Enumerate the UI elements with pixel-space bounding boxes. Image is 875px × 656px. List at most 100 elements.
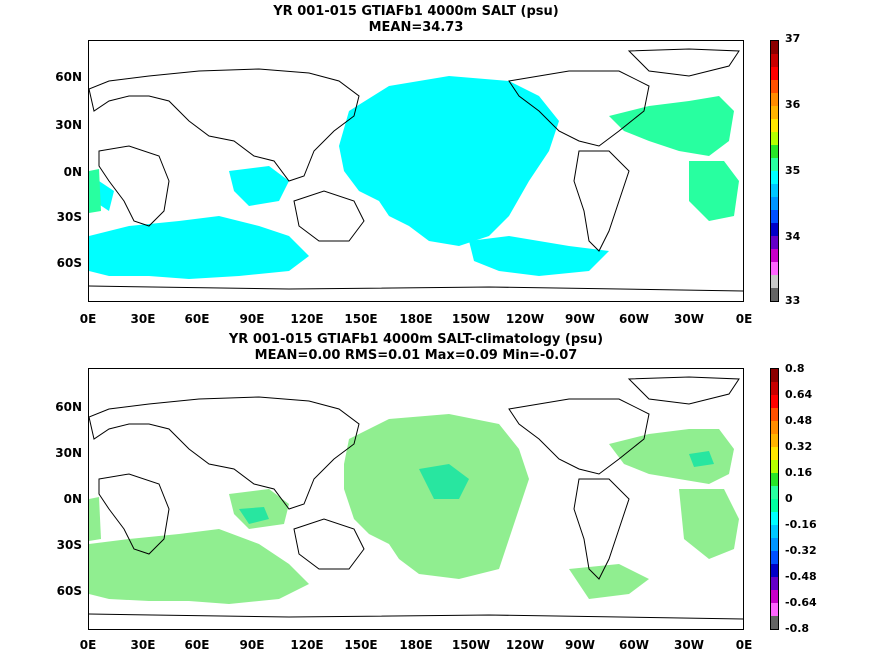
colorbar-swatch [771,512,778,525]
top-lat-0n: 0N [63,165,82,179]
colorbar-swatch [771,93,778,106]
colorbar-swatch [771,525,778,538]
colorbar-swatch [771,275,778,288]
colorbar-swatch [771,421,778,434]
colorbar-swatch [771,106,778,119]
colorbar-swatch [771,67,778,80]
bottom-continents [89,376,743,620]
top-lat-60s: 60S [56,256,82,270]
bottom-lat-60s: 60S [56,584,82,598]
colorbar-swatch [771,486,778,499]
bottom-lat-0n: 0N [63,492,82,506]
top-lon-label: 120E [290,312,324,326]
bottom-colorbar [770,368,779,630]
colorbar-swatch [771,171,778,184]
colorbar-swatch [771,395,778,408]
bottom-cbar-label: -0.8 [785,622,810,635]
bottom-lon-label: 30E [130,638,156,652]
colorbar-swatch [771,41,778,54]
colorbar-swatch [771,262,778,275]
bottom-lon-label: 90E [239,638,265,652]
colorbar-swatch [771,158,778,171]
bottom-lon-label: 0E [79,638,97,652]
colorbar-swatch [771,577,778,590]
bottom-anomaly-fill-zero [239,451,714,524]
bottom-lat-30s: 30S [56,538,82,552]
colorbar-swatch [771,408,778,421]
colorbar-swatch [771,249,778,262]
colorbar-swatch [771,197,778,210]
bottom-lon-label: 120E [290,638,324,652]
bottom-lat-30n: 30N [55,446,82,460]
bottom-anomaly-map [88,368,744,630]
top-lon-label: 150W [451,312,491,326]
top-salinity-fill [89,76,609,279]
colorbar-swatch [771,132,778,145]
colorbar-swatch [771,369,778,382]
colorbar-swatch [771,288,778,301]
colorbar-swatch [771,184,778,197]
top-lon-label: 60E [184,312,210,326]
top-lat-30s: 30S [56,210,82,224]
top-cbar-label: 33 [785,294,801,307]
top-cbar-label: 36 [785,98,801,111]
bottom-map-stats: MEAN=0.00 RMS=0.01 Max=0.09 Min=-0.07 [254,348,578,363]
top-lon-label: 90W [565,312,595,326]
top-lat-60n: 60N [55,70,82,84]
bottom-map-title: YR 001-015 GTIAFb1 4000m SALT-climatolog… [228,332,604,347]
top-lon-label: 0E [79,312,97,326]
colorbar-swatch [771,80,778,93]
top-lon-label: 0E [735,312,753,326]
colorbar-swatch [771,551,778,564]
bottom-lon-label: 90W [565,638,595,652]
colorbar-swatch [771,236,778,249]
colorbar-swatch [771,54,778,67]
colorbar-swatch [771,210,778,223]
bottom-lon-label: 120W [505,638,545,652]
bottom-lat-60n: 60N [55,400,82,414]
top-map-title: YR 001-015 GTIAFb1 4000m SALT (psu) [273,4,559,19]
bottom-cbar-label: -0.64 [785,596,817,609]
top-lon-label: 150E [344,312,378,326]
bottom-lon-label: 150E [344,638,378,652]
colorbar-swatch [771,590,778,603]
bottom-cbar-label: -0.48 [785,570,817,583]
top-lon-label: 30E [130,312,156,326]
bottom-cbar-label: 0 [785,492,793,505]
colorbar-swatch [771,603,778,616]
colorbar-swatch [771,616,778,629]
top-lon-label: 90E [239,312,265,326]
colorbar-swatch [771,460,778,473]
colorbar-swatch [771,538,778,551]
top-lon-label: 180E [399,312,433,326]
top-cbar-label: 35 [785,164,801,177]
top-lon-label: 120W [505,312,545,326]
bottom-cbar-label: -0.32 [785,544,817,557]
colorbar-swatch [771,223,778,236]
bottom-cbar-label: 0.64 [785,388,813,401]
bottom-map-svg [89,376,743,620]
bottom-lon-label: 180E [399,638,433,652]
top-map-mean: MEAN=34.73 [368,20,464,35]
bottom-lon-label: 30W [674,638,704,652]
colorbar-swatch [771,145,778,158]
top-lon-label: 60W [619,312,649,326]
colorbar-swatch [771,499,778,512]
top-cbar-label: 37 [785,32,801,45]
bottom-cbar-label: 0.16 [785,466,813,479]
bottom-anomaly-fill [89,414,739,604]
bottom-cbar-label: 0.8 [785,362,805,375]
top-continents [89,48,743,292]
bottom-lon-label: 60E [184,638,210,652]
top-colorbar [770,40,779,302]
top-salinity-fill-35 [89,96,739,221]
colorbar-swatch [771,447,778,460]
top-cbar-label: 34 [785,230,801,243]
colorbar-swatch [771,473,778,486]
colorbar-swatch [771,564,778,577]
bottom-lon-label: 0E [735,638,753,652]
top-salinity-map [88,40,744,302]
colorbar-swatch [771,382,778,395]
top-lon-label: 30W [674,312,704,326]
colorbar-swatch [771,119,778,132]
